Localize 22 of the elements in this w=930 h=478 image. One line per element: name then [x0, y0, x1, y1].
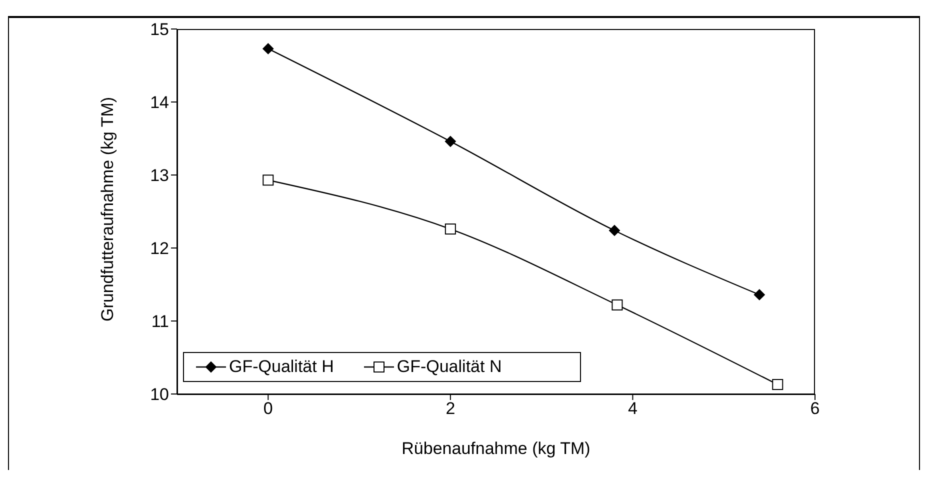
y-tick-label: 10	[150, 385, 169, 404]
point	[444, 224, 456, 235]
x-tick-label: 6	[810, 399, 820, 418]
y-tick-label: 11	[151, 312, 169, 332]
x-tick-label: 0	[263, 399, 273, 418]
point	[754, 289, 765, 300]
point	[262, 174, 274, 186]
legend-label: GF-Qualität H	[229, 357, 334, 377]
y-tick-label: 14	[150, 93, 169, 112]
point	[608, 224, 620, 236]
point	[772, 379, 784, 390]
legend-label: GF-Qualität N	[396, 357, 502, 377]
point	[444, 136, 456, 147]
x-tick-label: 4	[628, 399, 638, 418]
point	[612, 299, 623, 310]
x-tick-label: 2	[446, 399, 456, 418]
y-tick-label: 13	[150, 166, 169, 186]
y-axis-title: Grundfutteraufnahme (kg TM)	[98, 96, 118, 322]
x-axis-title: Rübenaufnahme (kg TM)	[402, 439, 590, 458]
y-tick-label: 15	[150, 20, 169, 40]
point	[262, 43, 274, 54]
y-tick-label: 12	[150, 239, 169, 258]
